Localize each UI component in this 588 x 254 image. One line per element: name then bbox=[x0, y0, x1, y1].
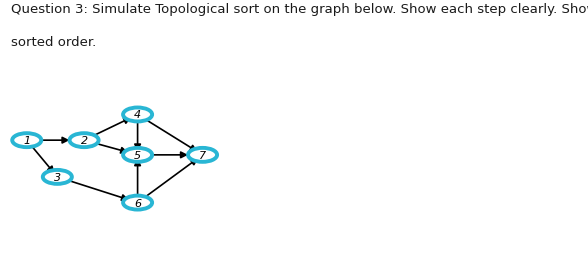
Text: 2: 2 bbox=[81, 136, 88, 146]
Text: 1: 1 bbox=[23, 136, 31, 146]
Text: Question 3: Simulate Topological sort on the graph below. Show each step clearly: Question 3: Simulate Topological sort on… bbox=[11, 3, 588, 15]
Circle shape bbox=[12, 134, 41, 148]
Circle shape bbox=[188, 148, 217, 162]
Circle shape bbox=[123, 196, 152, 210]
Text: 5: 5 bbox=[134, 150, 141, 160]
Circle shape bbox=[123, 148, 152, 162]
Text: 3: 3 bbox=[54, 172, 61, 182]
Circle shape bbox=[123, 108, 152, 122]
Text: sorted order.: sorted order. bbox=[11, 36, 96, 49]
Circle shape bbox=[69, 134, 99, 148]
Text: 7: 7 bbox=[199, 150, 206, 160]
Text: 6: 6 bbox=[134, 198, 141, 208]
Text: 4: 4 bbox=[134, 110, 141, 120]
Circle shape bbox=[43, 170, 72, 184]
